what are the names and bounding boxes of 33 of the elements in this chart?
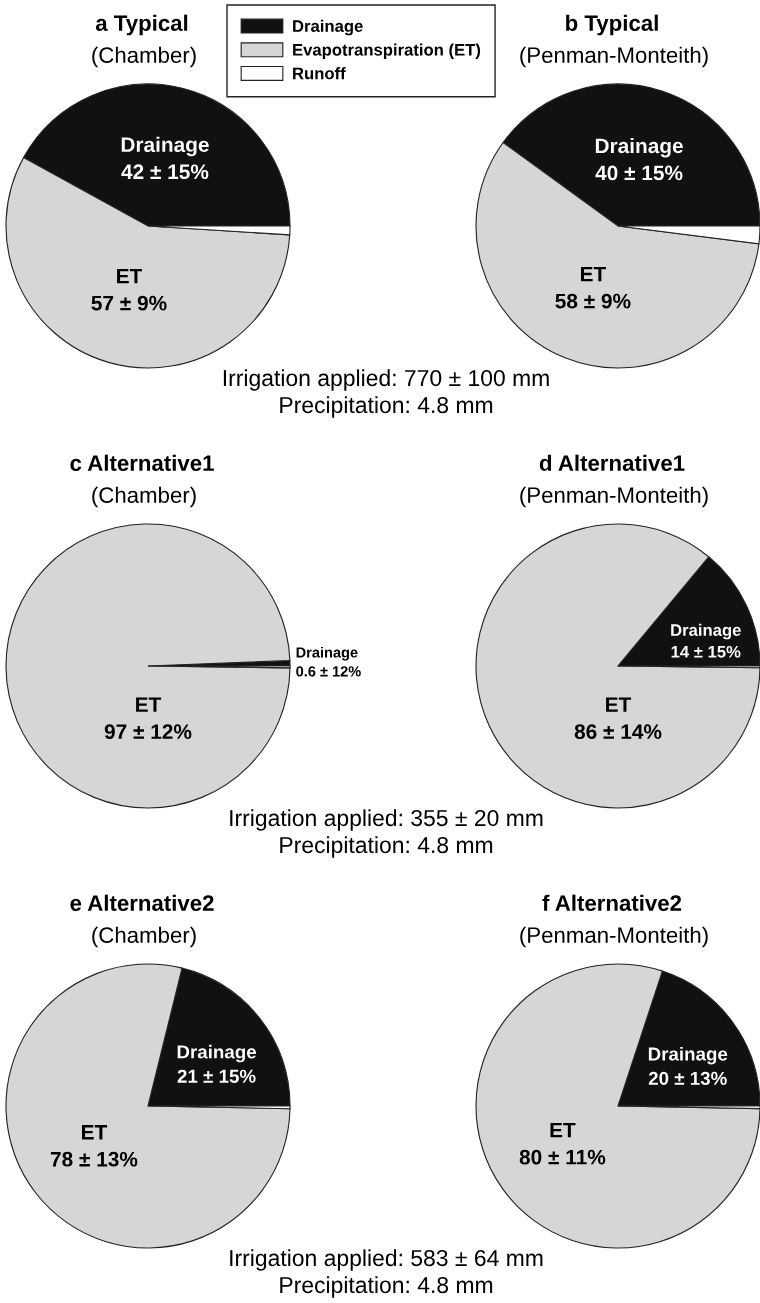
chart-subtitle: (Penman-Monteith) xyxy=(520,486,708,508)
data-label: Drainage 0.6 ± 12% xyxy=(296,646,361,677)
chart-subtitle: (Penman-Monteith) xyxy=(520,46,708,68)
data-label: Drainage 21 ± 15% xyxy=(177,1044,257,1083)
legend-label: Evapotranspiration (ET) xyxy=(293,43,481,59)
data-label: ET 86 ± 14% xyxy=(574,697,662,740)
data-label: Drainage 20 ± 13% xyxy=(648,1046,728,1086)
data-label: Drainage 42 ± 15% xyxy=(121,136,209,180)
text: Irrigation applied: 770 ± 100 mm xyxy=(223,369,549,391)
chart-title: d Alternative1 xyxy=(539,454,685,471)
chart-title: a Typical xyxy=(95,14,188,36)
data-label: Drainage 14 ± 15% xyxy=(671,623,741,658)
data-label: ET 57 ± 9% xyxy=(91,269,167,311)
text: Precipitation: 4.8 mm xyxy=(280,396,493,418)
text: Precipitation: 4.8 mm xyxy=(280,836,493,858)
legend-label: Runoff xyxy=(293,67,346,80)
chart-subtitle: (Chamber) xyxy=(92,926,196,948)
data-label: ET 78 ± 13% xyxy=(50,1125,138,1167)
text: Irrigation applied: 355 ± 20 mm xyxy=(230,809,543,831)
text: (Chamber) xyxy=(92,46,196,68)
text: Precipitation: 4.8 mm xyxy=(280,1276,493,1298)
data-label: ET 58 ± 9% xyxy=(555,266,631,309)
data-label: Drainage 40 ± 15% xyxy=(595,137,683,181)
data-label: ET 80 ± 11% xyxy=(519,1123,606,1165)
chart-title: c Alternative1 xyxy=(70,454,214,471)
chart-title: e Alternative2 xyxy=(70,894,214,911)
text: Irrigation applied: 583 ± 64 mm xyxy=(230,1249,543,1271)
chart-title: b Typical xyxy=(566,14,658,36)
chart-title: f Alternative2 xyxy=(542,894,682,911)
chart-subtitle: (Penman-Monteith) xyxy=(520,926,708,948)
chart-subtitle: (Chamber) xyxy=(92,486,196,508)
legend-label: Drainage xyxy=(293,19,363,36)
data-label: ET 97 ± 12% xyxy=(104,697,192,740)
